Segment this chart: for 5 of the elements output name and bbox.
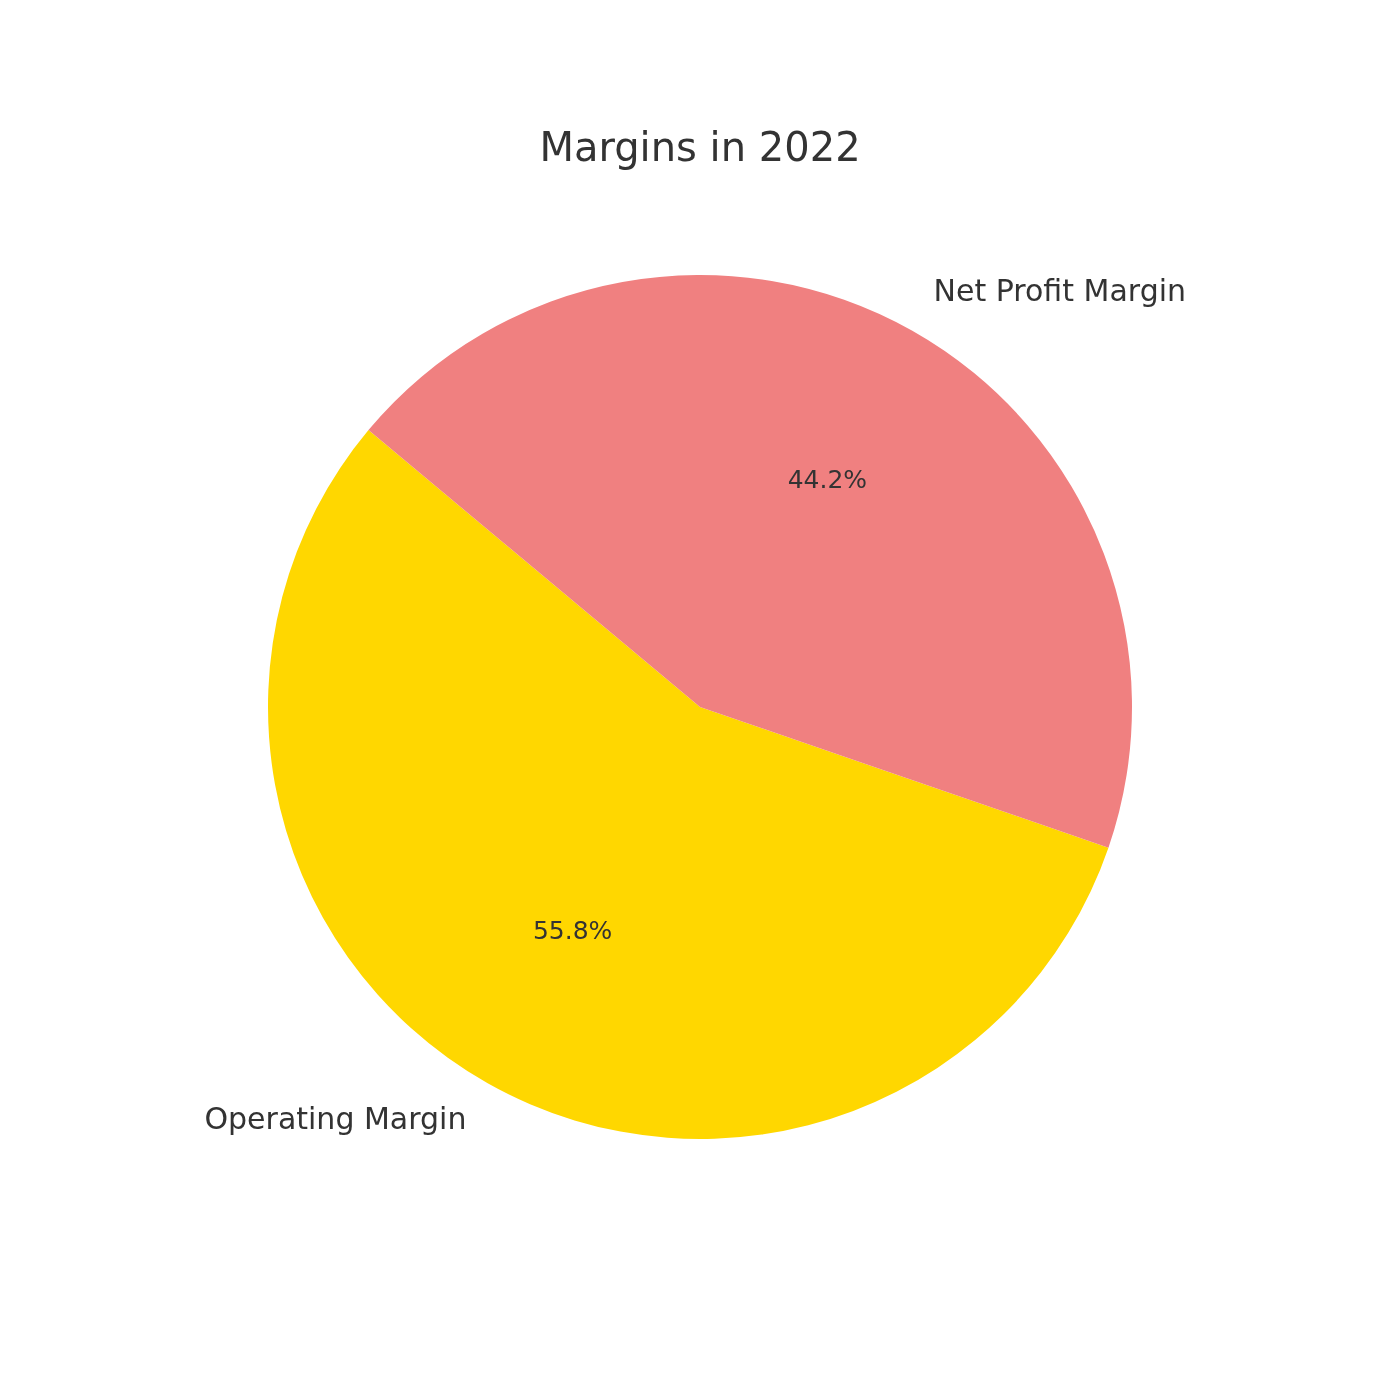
data-label: 55.8% [532,916,613,946]
slice-label: Net Profit Margin [933,272,1187,308]
data-label: 44.2% [787,464,868,494]
slice-label: Operating Margin [204,1100,467,1136]
chart-title: Margins in 2022 [539,124,861,171]
